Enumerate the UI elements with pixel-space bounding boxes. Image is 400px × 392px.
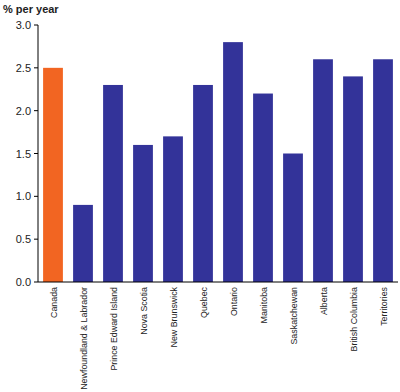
y-tick-label: 2.5 xyxy=(16,62,31,74)
x-tick-label: British Columbia xyxy=(349,287,359,351)
y-tick-label: 0.5 xyxy=(16,233,31,245)
y-tick xyxy=(34,110,38,111)
bar xyxy=(283,154,303,283)
chart-container: % per year 0.0 0.5 1.0 1.5 2.0 2.5 3.0 Canada New… xyxy=(0,0,400,392)
y-axis-label: % per year xyxy=(3,3,59,15)
bar xyxy=(73,205,93,282)
bar xyxy=(163,136,183,282)
bar xyxy=(193,85,213,282)
x-tick-label: Canada xyxy=(49,287,59,318)
y-tick xyxy=(34,239,38,240)
y-tick xyxy=(34,67,38,68)
x-tick-label: Nova Scotia xyxy=(139,287,149,335)
bars xyxy=(43,42,393,282)
chart-svg: % per year 0.0 0.5 1.0 1.5 2.0 2.5 3.0 Canada New… xyxy=(0,0,400,392)
y-tick-label: 1.5 xyxy=(16,148,31,160)
bar xyxy=(223,42,243,282)
x-tick-label: New Brunswick xyxy=(169,286,179,347)
bar xyxy=(43,68,63,282)
y-tick-label: 3.0 xyxy=(16,19,31,31)
x-tick-label: Manitoba xyxy=(259,287,269,323)
y-tick xyxy=(34,25,38,26)
bar xyxy=(133,145,153,282)
x-tick-label: Newfoundland & Labrador xyxy=(79,287,89,390)
bar xyxy=(313,59,333,282)
y-tick-label: 0.0 xyxy=(16,276,31,288)
y-tick xyxy=(34,153,38,154)
x-tick-label: Alberta xyxy=(319,287,329,315)
y-tick-label: 2.0 xyxy=(16,105,31,117)
x-axis-line xyxy=(38,282,398,283)
y-tick-label: 1.0 xyxy=(16,190,31,202)
x-tick-label: Territories xyxy=(379,286,389,325)
x-tick-label: Quebec xyxy=(199,286,209,318)
bar xyxy=(253,94,273,282)
y-axis-line xyxy=(38,25,39,282)
x-tick-label: Prince Edward Island xyxy=(109,287,119,371)
x-tick-label: Ontario xyxy=(229,287,239,316)
bar xyxy=(103,85,123,282)
y-tick xyxy=(34,196,38,197)
x-tick-label: Saskatchewan xyxy=(289,287,299,345)
bar xyxy=(373,59,393,282)
y-tick xyxy=(34,282,38,283)
bar xyxy=(343,76,363,282)
